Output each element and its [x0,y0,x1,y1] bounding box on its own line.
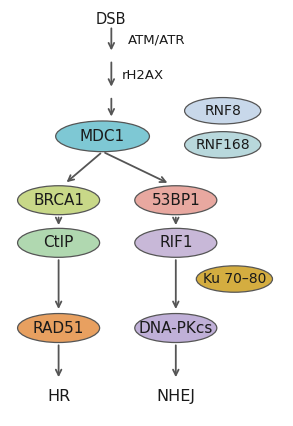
Text: RNF168: RNF168 [195,138,250,152]
Ellipse shape [18,186,100,215]
Ellipse shape [135,186,217,215]
Text: HR: HR [47,389,70,404]
Ellipse shape [135,314,217,343]
Text: Ku 70–80: Ku 70–80 [203,272,266,286]
Text: RNF8: RNF8 [204,104,241,118]
Ellipse shape [196,266,272,292]
Text: DNA-PKcs: DNA-PKcs [139,320,213,336]
Ellipse shape [185,98,261,124]
Ellipse shape [18,314,100,343]
Text: RIF1: RIF1 [159,235,193,250]
Text: DSB: DSB [96,12,127,27]
Ellipse shape [56,121,149,152]
Text: ATM/ATR: ATM/ATR [127,33,185,46]
Text: RAD51: RAD51 [33,320,84,336]
Ellipse shape [185,132,261,158]
Ellipse shape [135,228,217,257]
Text: MDC1: MDC1 [80,129,125,144]
Text: CtIP: CtIP [43,235,74,250]
Text: 53BP1: 53BP1 [151,193,200,208]
Text: rH2AX: rH2AX [122,69,164,82]
Text: NHEJ: NHEJ [156,389,195,404]
Ellipse shape [18,228,100,257]
Text: BRCA1: BRCA1 [33,193,84,208]
